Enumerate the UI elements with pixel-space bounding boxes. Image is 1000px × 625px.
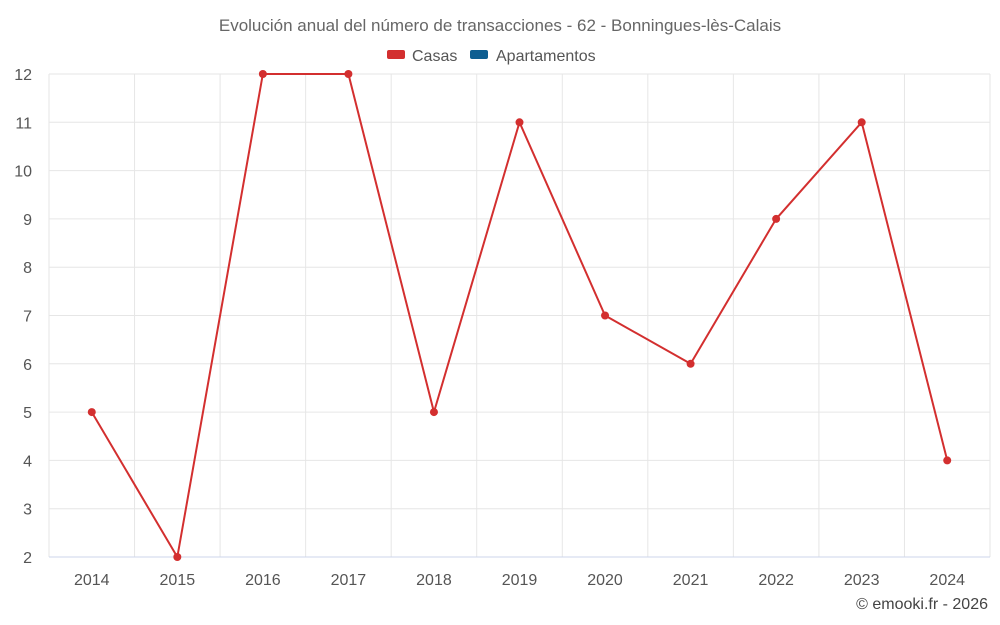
- x-tick-label: 2016: [245, 572, 281, 589]
- y-tick-label: 2: [23, 550, 32, 567]
- y-tick-label: 11: [15, 115, 32, 132]
- data-point[interactable]: [601, 311, 610, 320]
- data-point[interactable]: [87, 408, 96, 417]
- series-casas: [87, 70, 952, 561]
- data-point[interactable]: [258, 70, 267, 78]
- x-tick-label: 2019: [502, 572, 538, 589]
- data-point[interactable]: [515, 118, 524, 127]
- x-tick-label: 2022: [758, 572, 794, 589]
- x-tick-label: 2021: [673, 572, 709, 589]
- data-point[interactable]: [344, 70, 353, 78]
- credit-text: © emooki.fr - 2026: [856, 596, 988, 613]
- y-gridlines: [49, 73, 990, 510]
- x-axis-ticks: 2014 2015 2016 2017 2018 2019 2020 2021 2022 2023…: [74, 572, 965, 589]
- x-tick-label: 2017: [331, 572, 367, 589]
- chart-title: Evolución anual del número de transaccio…: [219, 16, 781, 35]
- y-tick-label: 12: [14, 67, 32, 84]
- x-tick-label: 2024: [929, 572, 965, 589]
- legend-label-apartamentos: Apartamentos: [496, 48, 596, 65]
- data-point[interactable]: [686, 359, 695, 368]
- data-point[interactable]: [857, 118, 866, 127]
- y-tick-label: 9: [23, 212, 32, 229]
- x-tick-label: 2023: [844, 572, 880, 589]
- legend-item-apartamentos[interactable]: Apartamentos: [470, 48, 596, 65]
- y-tick-label: 4: [23, 453, 32, 470]
- y-tick-label: 3: [23, 502, 32, 519]
- y-tick-label: 7: [23, 309, 32, 326]
- legend-swatch-apartamentos: [470, 50, 488, 59]
- legend-item-casas[interactable]: Casas: [387, 48, 457, 65]
- legend-swatch-casas: [387, 50, 405, 59]
- data-point[interactable]: [943, 456, 952, 465]
- y-axis-ticks: 2 3 4 5 6 7 8 9 10 11 12: [14, 67, 32, 567]
- legend: Casas Apartamentos: [387, 48, 596, 65]
- data-point[interactable]: [173, 553, 182, 561]
- legend-label-casas: Casas: [412, 48, 457, 65]
- y-tick-label: 6: [23, 357, 32, 374]
- x-tick-label: 2015: [160, 572, 196, 589]
- x-tick-label: 2020: [587, 572, 623, 589]
- y-tick-label: 8: [23, 260, 32, 277]
- data-point[interactable]: [429, 408, 438, 417]
- x-tick-label: 2014: [74, 572, 110, 589]
- series-layer: [87, 70, 952, 561]
- data-point[interactable]: [772, 214, 781, 223]
- x-tick-label: 2018: [416, 572, 452, 589]
- y-tick-label: 10: [14, 164, 32, 181]
- y-tick-label: 5: [23, 405, 32, 422]
